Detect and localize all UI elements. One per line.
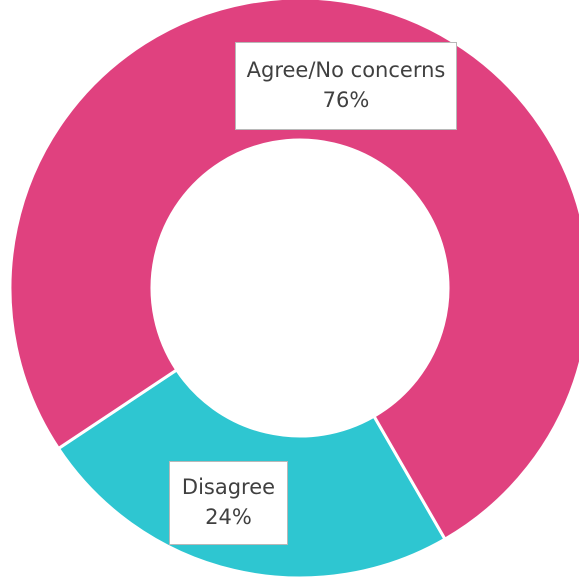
- data-label-disagree: Disagree 24%: [169, 461, 288, 545]
- data-label-disagree-category: Disagree: [181, 475, 276, 499]
- data-label-disagree-value: 24%: [205, 505, 252, 529]
- data-label-agree: Agree/No concerns 76%: [235, 42, 457, 130]
- slice-agree: [8, 0, 579, 542]
- data-label-agree-category: Agree/No concerns: [246, 58, 446, 82]
- data-label-agree-value: 76%: [322, 88, 370, 112]
